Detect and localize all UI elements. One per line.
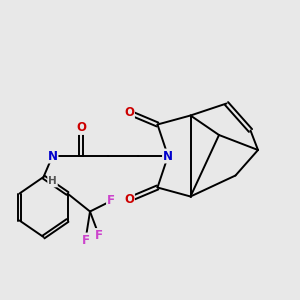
Text: F: F <box>95 229 103 242</box>
Text: O: O <box>124 193 134 206</box>
Text: N: N <box>163 149 173 163</box>
Text: F: F <box>82 233 89 247</box>
Text: N: N <box>47 149 58 163</box>
Text: O: O <box>124 106 134 119</box>
Text: O: O <box>76 121 86 134</box>
Text: H: H <box>48 176 57 187</box>
Text: F: F <box>107 194 115 208</box>
